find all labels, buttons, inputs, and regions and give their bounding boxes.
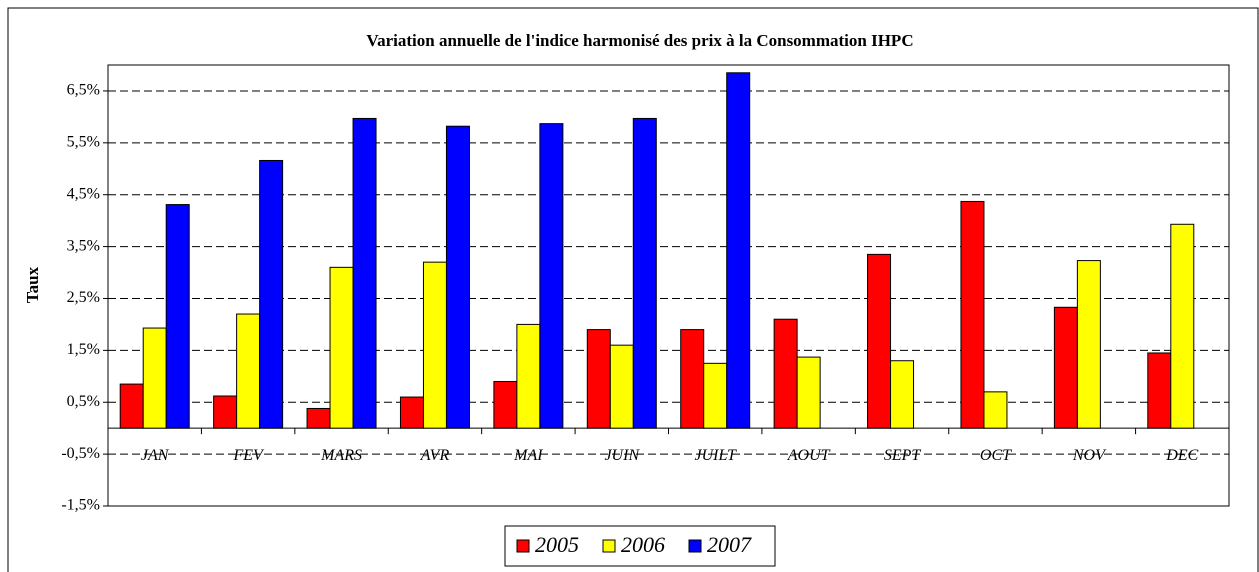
bar	[306, 407, 331, 429]
bar	[867, 253, 892, 429]
bar	[890, 360, 915, 429]
bar	[493, 380, 518, 429]
bar	[539, 123, 564, 429]
x-tick-label: NOV	[1072, 447, 1107, 464]
bar	[960, 200, 985, 429]
bar	[632, 117, 657, 429]
legend-swatch	[516, 539, 530, 553]
legend-box	[504, 525, 776, 567]
bar	[796, 356, 821, 429]
y-tick-label: 5,5%	[67, 133, 100, 150]
bar	[352, 117, 377, 429]
x-tick-label: AVR	[420, 447, 450, 464]
y-tick-label: 6,5%	[67, 82, 100, 99]
x-tick-label: MARS	[320, 447, 362, 464]
bar	[726, 72, 751, 429]
x-tick-label: DEC	[1165, 447, 1198, 464]
x-tick-label: OCT	[980, 447, 1012, 464]
bar	[1170, 223, 1195, 429]
y-tick-label: 1,5%	[67, 341, 100, 358]
x-tick-label: SEPT	[884, 447, 922, 464]
legend-swatch	[602, 539, 616, 553]
x-tick-label: MAI	[513, 447, 543, 464]
bar	[329, 266, 354, 429]
bar	[586, 329, 611, 429]
bar	[259, 159, 284, 429]
bar	[422, 261, 447, 429]
bar	[1076, 260, 1101, 429]
chart-title: Variation annuelle de l'indice harmonisé…	[366, 31, 913, 50]
bar	[445, 125, 470, 429]
bar	[1147, 352, 1172, 429]
legend-label: 2005	[535, 532, 579, 557]
bar	[680, 329, 705, 429]
legend-label: 2007	[707, 532, 752, 557]
bar	[165, 204, 190, 429]
y-tick-label: 2,5%	[67, 289, 100, 306]
x-tick-label: AOUT	[787, 447, 831, 464]
bar	[399, 396, 424, 429]
bar	[703, 362, 728, 429]
bar	[516, 323, 541, 429]
y-axis-label: Taux	[23, 266, 42, 303]
x-tick-label: JAN	[141, 447, 170, 464]
bar	[983, 391, 1008, 429]
x-tick-label: JUILT	[694, 447, 737, 464]
x-tick-label: FEV	[232, 447, 265, 464]
bar	[213, 395, 238, 429]
y-tick-label: 3,5%	[67, 237, 100, 254]
y-tick-label: 4,5%	[67, 185, 100, 202]
y-tick-label: 0,5%	[67, 393, 100, 410]
y-tick-label: -1,5%	[61, 497, 100, 514]
bar	[236, 313, 261, 429]
bar	[609, 344, 634, 429]
bar	[773, 318, 798, 429]
x-tick-label: JUIN	[604, 447, 640, 464]
bar	[1053, 306, 1078, 429]
bar	[119, 383, 144, 429]
y-tick-label: -0,5%	[61, 445, 100, 462]
legend-label: 2006	[621, 532, 665, 557]
bar	[142, 327, 167, 429]
legend-swatch	[688, 539, 702, 553]
